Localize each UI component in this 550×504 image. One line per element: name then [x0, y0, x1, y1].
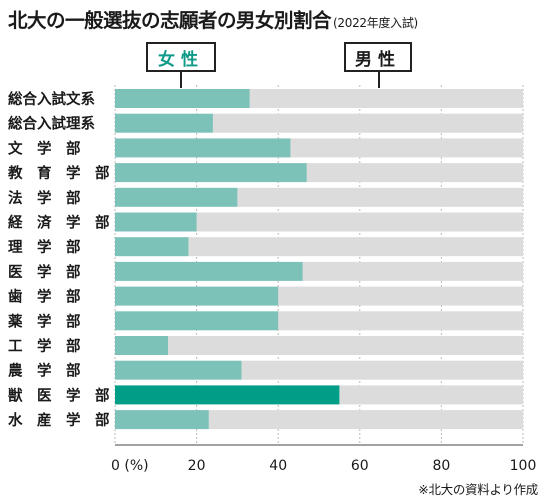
- chart-subtitle: (2022年度入試): [333, 16, 418, 30]
- category-label: 総合入試理系: [8, 115, 95, 133]
- x-tick-label: 60: [351, 458, 369, 474]
- bar-female: [115, 385, 340, 405]
- category-label: 歯 学 部: [8, 288, 81, 306]
- bar-female: [115, 113, 213, 133]
- category-label: 法 学 部: [8, 189, 81, 207]
- chart-title-line: 北大の一般選抜の志願者の男女別割合 (2022年度入試): [8, 4, 418, 33]
- bar-male: [241, 360, 524, 380]
- bar-female: [115, 138, 291, 158]
- legend-female-callout: 女性: [146, 42, 216, 72]
- bar-female: [115, 286, 279, 306]
- x-tick-label: 80: [432, 458, 450, 474]
- bar-male: [168, 336, 524, 355]
- category-label: 農 学 部: [8, 362, 81, 380]
- bar-male: [302, 261, 523, 281]
- bar-female: [115, 187, 238, 207]
- category-label: 医 学 部: [8, 263, 81, 281]
- bar-female: [115, 163, 307, 183]
- bar-female: [115, 336, 169, 355]
- bar-male: [278, 286, 523, 306]
- x-tick-label: 0 (%): [111, 458, 149, 474]
- bar-male: [290, 138, 523, 158]
- x-tick-label: 40: [269, 458, 287, 474]
- bar-female: [115, 360, 242, 380]
- category-label: 水 産 学 部: [8, 411, 110, 429]
- bar-male: [237, 187, 523, 207]
- legend-female-pointer: [180, 70, 182, 88]
- bar-female: [115, 261, 303, 281]
- x-tick-label: 20: [188, 458, 206, 474]
- bar-male: [306, 163, 523, 183]
- bar-male: [249, 89, 523, 108]
- bar-male: [196, 212, 523, 232]
- bar-female: [115, 410, 209, 430]
- bar-female: [115, 212, 197, 232]
- bar-male: [188, 237, 523, 257]
- legend-male-callout: 男性: [344, 42, 412, 72]
- category-label: 経 済 学 部: [8, 214, 110, 232]
- category-label: 薬 学 部: [8, 312, 81, 330]
- bar-male: [278, 311, 523, 331]
- source-note: ※北大の資料より作成: [418, 482, 538, 497]
- chart-title: 北大の一般選抜の志願者の男女別割合: [8, 9, 332, 32]
- bar-female: [115, 311, 279, 331]
- category-label: 理 学 部: [8, 238, 81, 256]
- category-label: 文 学 部: [8, 139, 81, 157]
- bar-female: [115, 89, 250, 108]
- category-label: 教 育 学 部: [7, 164, 110, 182]
- category-label: 獣 医 学 部: [8, 386, 110, 404]
- category-label: 総合入試文系: [8, 90, 95, 108]
- bar-male: [208, 410, 523, 430]
- category-label: 工 学 部: [8, 337, 81, 355]
- legend-male-pointer: [378, 70, 380, 88]
- x-tick-label: 100: [510, 458, 537, 474]
- bar-male: [212, 113, 524, 133]
- bar-female: [115, 237, 189, 257]
- bar-male: [339, 385, 523, 405]
